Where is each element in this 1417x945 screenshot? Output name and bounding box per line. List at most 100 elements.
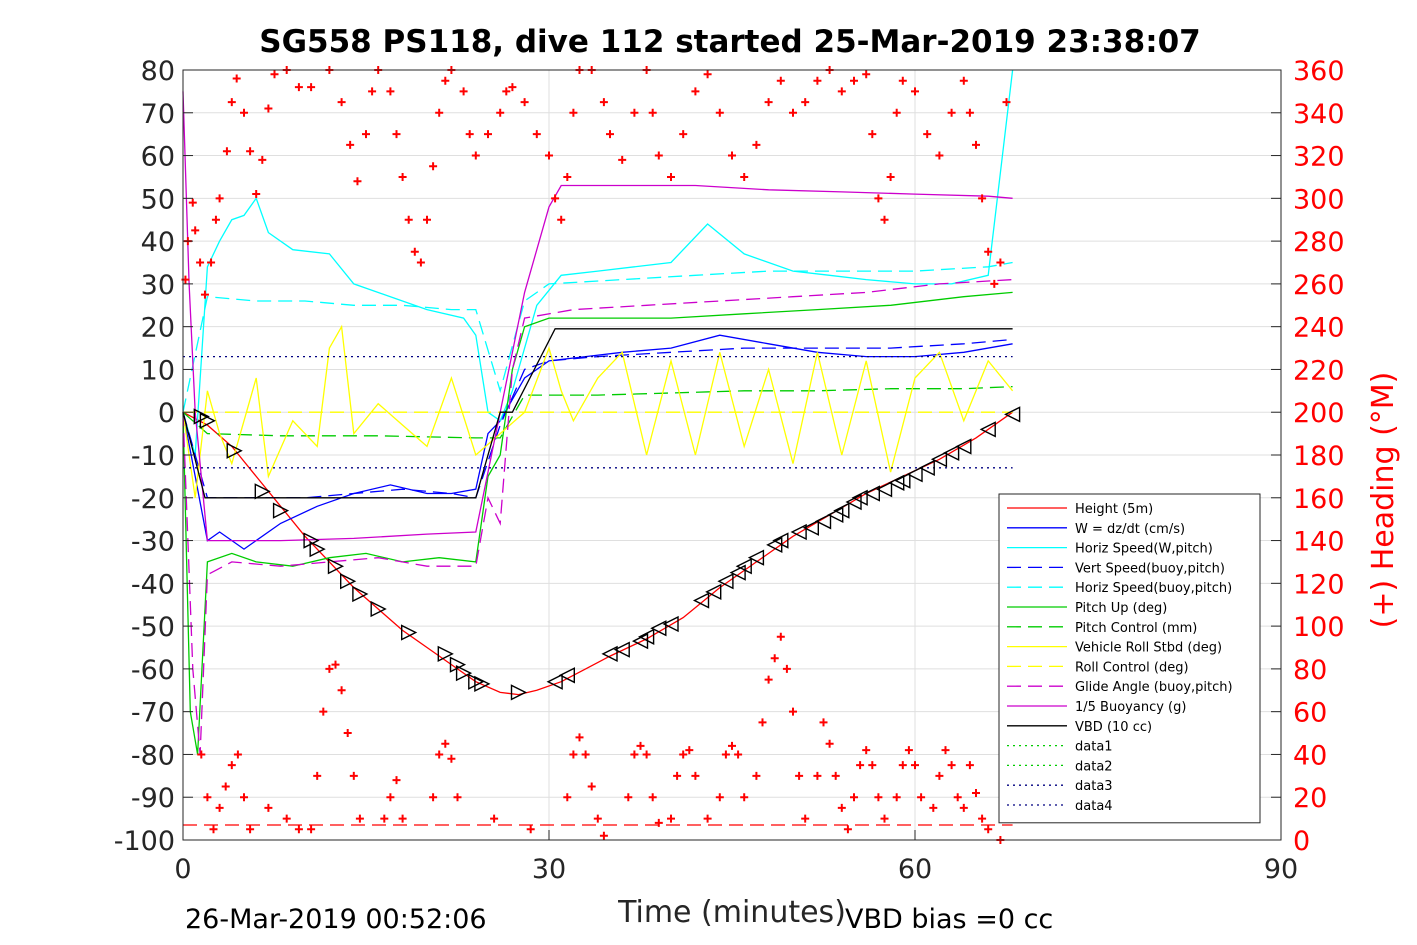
heading-marker [648,108,657,117]
heading-marker [831,771,840,780]
x-axis-label: Time (minutes) [617,895,846,930]
right-y-axis: 3603403203002802602402202001801601401201… [1271,56,1345,857]
triangle-marker [735,558,752,575]
heading-marker [197,750,206,759]
triangle-marker [638,628,655,645]
legend-entry: VBD (10 cc) [1075,720,1152,735]
right-tick-label: 180 [1293,441,1345,472]
heading-marker [331,660,340,669]
series-line-5 [182,291,1013,755]
heading-marker [398,172,407,181]
heading-marker [850,76,858,85]
heading-marker [563,793,572,802]
heading-marker [355,814,364,823]
heading-marker [307,83,316,92]
triangle-marker [979,421,996,438]
heading-marker [188,198,197,207]
heading-marker [990,279,999,288]
heading-marker [648,793,657,802]
triangle-marker [601,645,618,663]
heading-marker [892,108,901,117]
heading-marker [294,825,303,834]
triangle-marker [352,585,369,603]
heading-marker [599,98,608,107]
right-tick-label: 340 [1293,99,1345,130]
heading-marker [599,831,608,840]
heading-marker [392,130,401,139]
x-axis: 0 30 60 90 [174,830,1298,885]
heading-marker [734,750,743,759]
triangle-marker [875,481,893,498]
heading-marker [776,76,785,85]
triangle-marker [309,540,326,558]
heading-marker [691,771,700,780]
heading-marker [398,814,407,823]
left-tick-label: -60 [131,655,175,686]
heading-marker [837,87,846,96]
triangle-marker [254,483,271,500]
triangle-marker [906,466,923,483]
heading-marker [898,76,907,85]
heading-marker [459,87,468,96]
heading-marker [211,215,220,224]
legend-entry: data1 [1075,740,1113,755]
heading-marker [959,803,968,812]
left-tick-label: -30 [131,527,175,558]
heading-marker [252,190,261,199]
left-y-axis: 80 70 60 50 40 30 20 10 0 -10 -20 -30 -40 -50 -60 -70 -8… [114,56,193,857]
heading-marker [728,151,736,160]
triangle-marker [546,673,563,690]
triangle-marker [802,519,819,536]
left-tick-label: 80 [141,56,175,87]
x-tick-label: 60 [898,854,932,885]
heading-marker [563,172,572,181]
heading-marker [721,750,730,759]
heading-marker [813,771,822,780]
triangle-marker [401,624,418,641]
legend-entry: Roll Control (deg) [1075,660,1189,675]
heading-marker [423,215,431,224]
right-tick-label: 260 [1293,270,1345,301]
left-tick-label: 70 [141,99,175,130]
heading-marker [575,733,584,742]
triangle-marker [437,645,454,663]
heading-marker [307,825,316,834]
heading-marker [447,754,456,763]
heading-marker [386,87,395,96]
heading-marker [240,108,248,117]
heading-marker [679,130,688,139]
legend-entry: Horiz Speed(W,pitch) [1075,542,1213,557]
heading-marker [207,258,216,267]
legend-entry: data4 [1075,799,1113,814]
triangle-marker [650,620,667,637]
heading-marker [353,177,362,186]
triangle-marker [851,489,868,506]
triangle-marker [705,583,722,601]
triangle-marker [455,665,473,682]
triangle-marker [918,459,935,476]
heading-marker [984,825,993,834]
heading-marker [520,98,529,107]
heading-marker [593,814,602,823]
heading-marker [203,793,212,802]
right-tick-label: 220 [1293,355,1345,386]
heading-marker [526,825,535,834]
heading-marker [947,108,956,117]
x-tick-label: 0 [174,854,191,885]
triangle-marker [692,592,710,609]
heading-marker [557,215,566,224]
heading-marker [416,258,425,267]
heading-marker [728,741,736,750]
heading-marker [264,104,273,113]
heading-marker [258,155,267,164]
right-tick-label: 60 [1293,698,1327,729]
heading-marker [221,782,230,791]
left-tick-label: -20 [131,484,175,515]
heading-marker [471,151,480,160]
legend-box [998,493,1261,824]
heading-marker [880,814,889,823]
heading-marker [246,147,255,156]
heading-marker [984,247,993,256]
triangle-marker [747,549,765,566]
heading-marker [227,98,236,107]
